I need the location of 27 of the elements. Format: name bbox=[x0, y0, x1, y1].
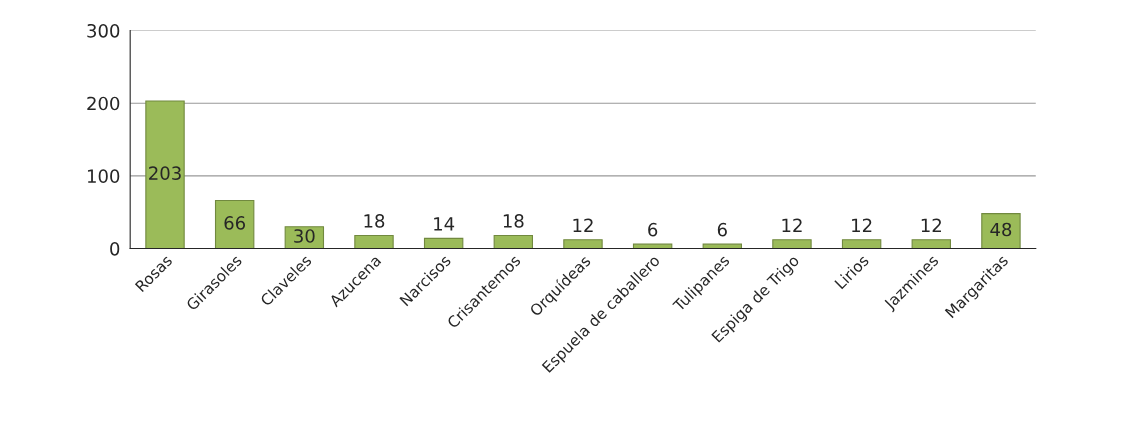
data-label: 6 bbox=[717, 222, 727, 237]
data-label: 14 bbox=[434, 217, 455, 231]
data-label: 66 bbox=[224, 216, 246, 230]
bar bbox=[841, 239, 882, 249]
bar bbox=[214, 200, 255, 249]
y-tick-label: 200 bbox=[87, 96, 120, 111]
bar bbox=[423, 237, 464, 249]
bar bbox=[911, 239, 951, 249]
bar bbox=[563, 239, 603, 249]
data-label: 12 bbox=[921, 218, 941, 232]
data-label: 18 bbox=[364, 214, 385, 228]
bar bbox=[493, 234, 534, 249]
bar bbox=[145, 100, 185, 249]
data-label: 12 bbox=[852, 218, 872, 232]
y-tick-label: 0 bbox=[110, 241, 120, 256]
bar bbox=[981, 213, 1021, 249]
data-label: 12 bbox=[782, 218, 802, 232]
data-label: 48 bbox=[990, 222, 1012, 237]
data-label: 12 bbox=[573, 218, 593, 232]
data-label: 18 bbox=[503, 214, 524, 228]
data-label: 6 bbox=[648, 222, 658, 237]
bar bbox=[772, 239, 812, 249]
y-tick-label: 300 bbox=[87, 23, 120, 38]
data-label: 30 bbox=[294, 229, 315, 243]
data-label: 203 bbox=[149, 166, 181, 180]
y-tick-label: 100 bbox=[87, 169, 120, 183]
bar bbox=[354, 234, 394, 249]
